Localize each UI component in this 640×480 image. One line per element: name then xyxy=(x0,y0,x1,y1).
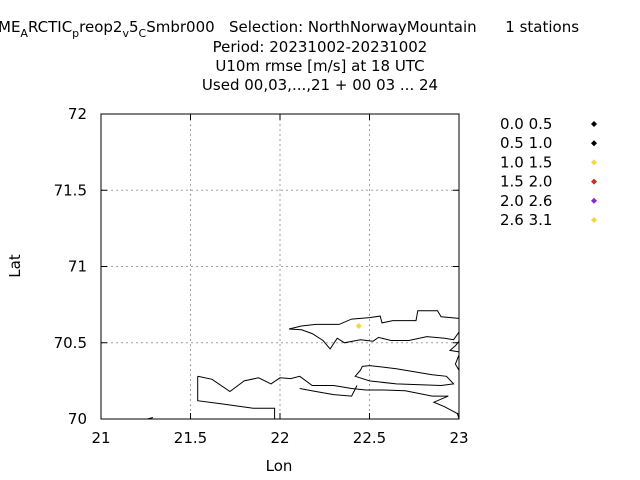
coastline-group xyxy=(147,310,460,420)
title-part-0: ME xyxy=(0,18,21,36)
title-part-2: RCTIC xyxy=(27,18,73,36)
coastline xyxy=(354,365,455,387)
title-part-1: A xyxy=(20,27,28,40)
legend-label: 0.5 1.0 xyxy=(500,134,552,152)
y-tick-label: 71.5 xyxy=(54,181,87,199)
coastline xyxy=(197,376,276,419)
x-tick-label: 21.5 xyxy=(174,429,207,447)
coastline xyxy=(448,340,460,353)
legend-label: 1.5 2.0 xyxy=(500,173,552,191)
y-tick-label: 70 xyxy=(68,410,87,428)
legend-label: 1.0 1.5 xyxy=(500,153,552,171)
title-part-6: 5 xyxy=(128,18,139,36)
legend-marker xyxy=(591,197,597,204)
title-part-3: p xyxy=(72,27,80,40)
title-part-5: v xyxy=(122,27,129,40)
legend-label: 2.0 2.6 xyxy=(500,192,552,210)
chart-title-variable: U10m rmse [m/s] at 18 UTC xyxy=(215,57,425,75)
title-part-8: Smbr000 Selection: NorthNorwayMountain 1… xyxy=(146,18,580,36)
title-part-4: reop2 xyxy=(79,18,123,36)
legend-marker xyxy=(591,121,597,127)
coastline xyxy=(299,385,358,397)
axis-ticks: 21 21.5 22 22.5 23 70 70.5 71 71.5 72 xyxy=(54,105,469,447)
y-axis-label: Lat xyxy=(6,254,24,278)
legend-marker xyxy=(591,140,597,147)
x-tick-label: 22 xyxy=(270,429,289,447)
coastline xyxy=(197,375,460,415)
y-tick-label: 71 xyxy=(68,258,87,276)
coastline xyxy=(288,328,460,350)
legend-label: 2.6 3.1 xyxy=(500,211,552,229)
y-tick-label: 72 xyxy=(68,105,87,123)
legend-marker xyxy=(591,217,597,223)
station-point xyxy=(355,322,362,329)
x-tick-label: 22.5 xyxy=(353,429,386,447)
grid-lines xyxy=(101,114,459,419)
data-points xyxy=(355,322,362,329)
coastline xyxy=(454,354,460,371)
y-tick-label: 70.5 xyxy=(54,334,87,352)
chart-title-used: Used 00,03,...,21 + 00 03 ... 24 xyxy=(201,76,439,94)
legend-label: 0.0 0.5 xyxy=(500,115,552,133)
chart-title-period: Period: 20231002-20231002 xyxy=(212,38,428,56)
title-part-7: C xyxy=(138,27,147,40)
x-tick-label: 21 xyxy=(91,429,110,447)
legend-marker xyxy=(591,178,597,185)
x-axis-label: Lon xyxy=(266,457,293,475)
coastline xyxy=(288,310,460,330)
chart-title-experiment: MEARCTICpreop2v5CSmbr000 Selection: Nort… xyxy=(0,18,580,40)
legend-marker xyxy=(591,159,597,166)
x-tick-label: 23 xyxy=(449,429,468,447)
legend: 0.0 0.50.5 1.01.0 1.5 1.5 2.02.0 2.62.6 3… xyxy=(500,115,597,229)
